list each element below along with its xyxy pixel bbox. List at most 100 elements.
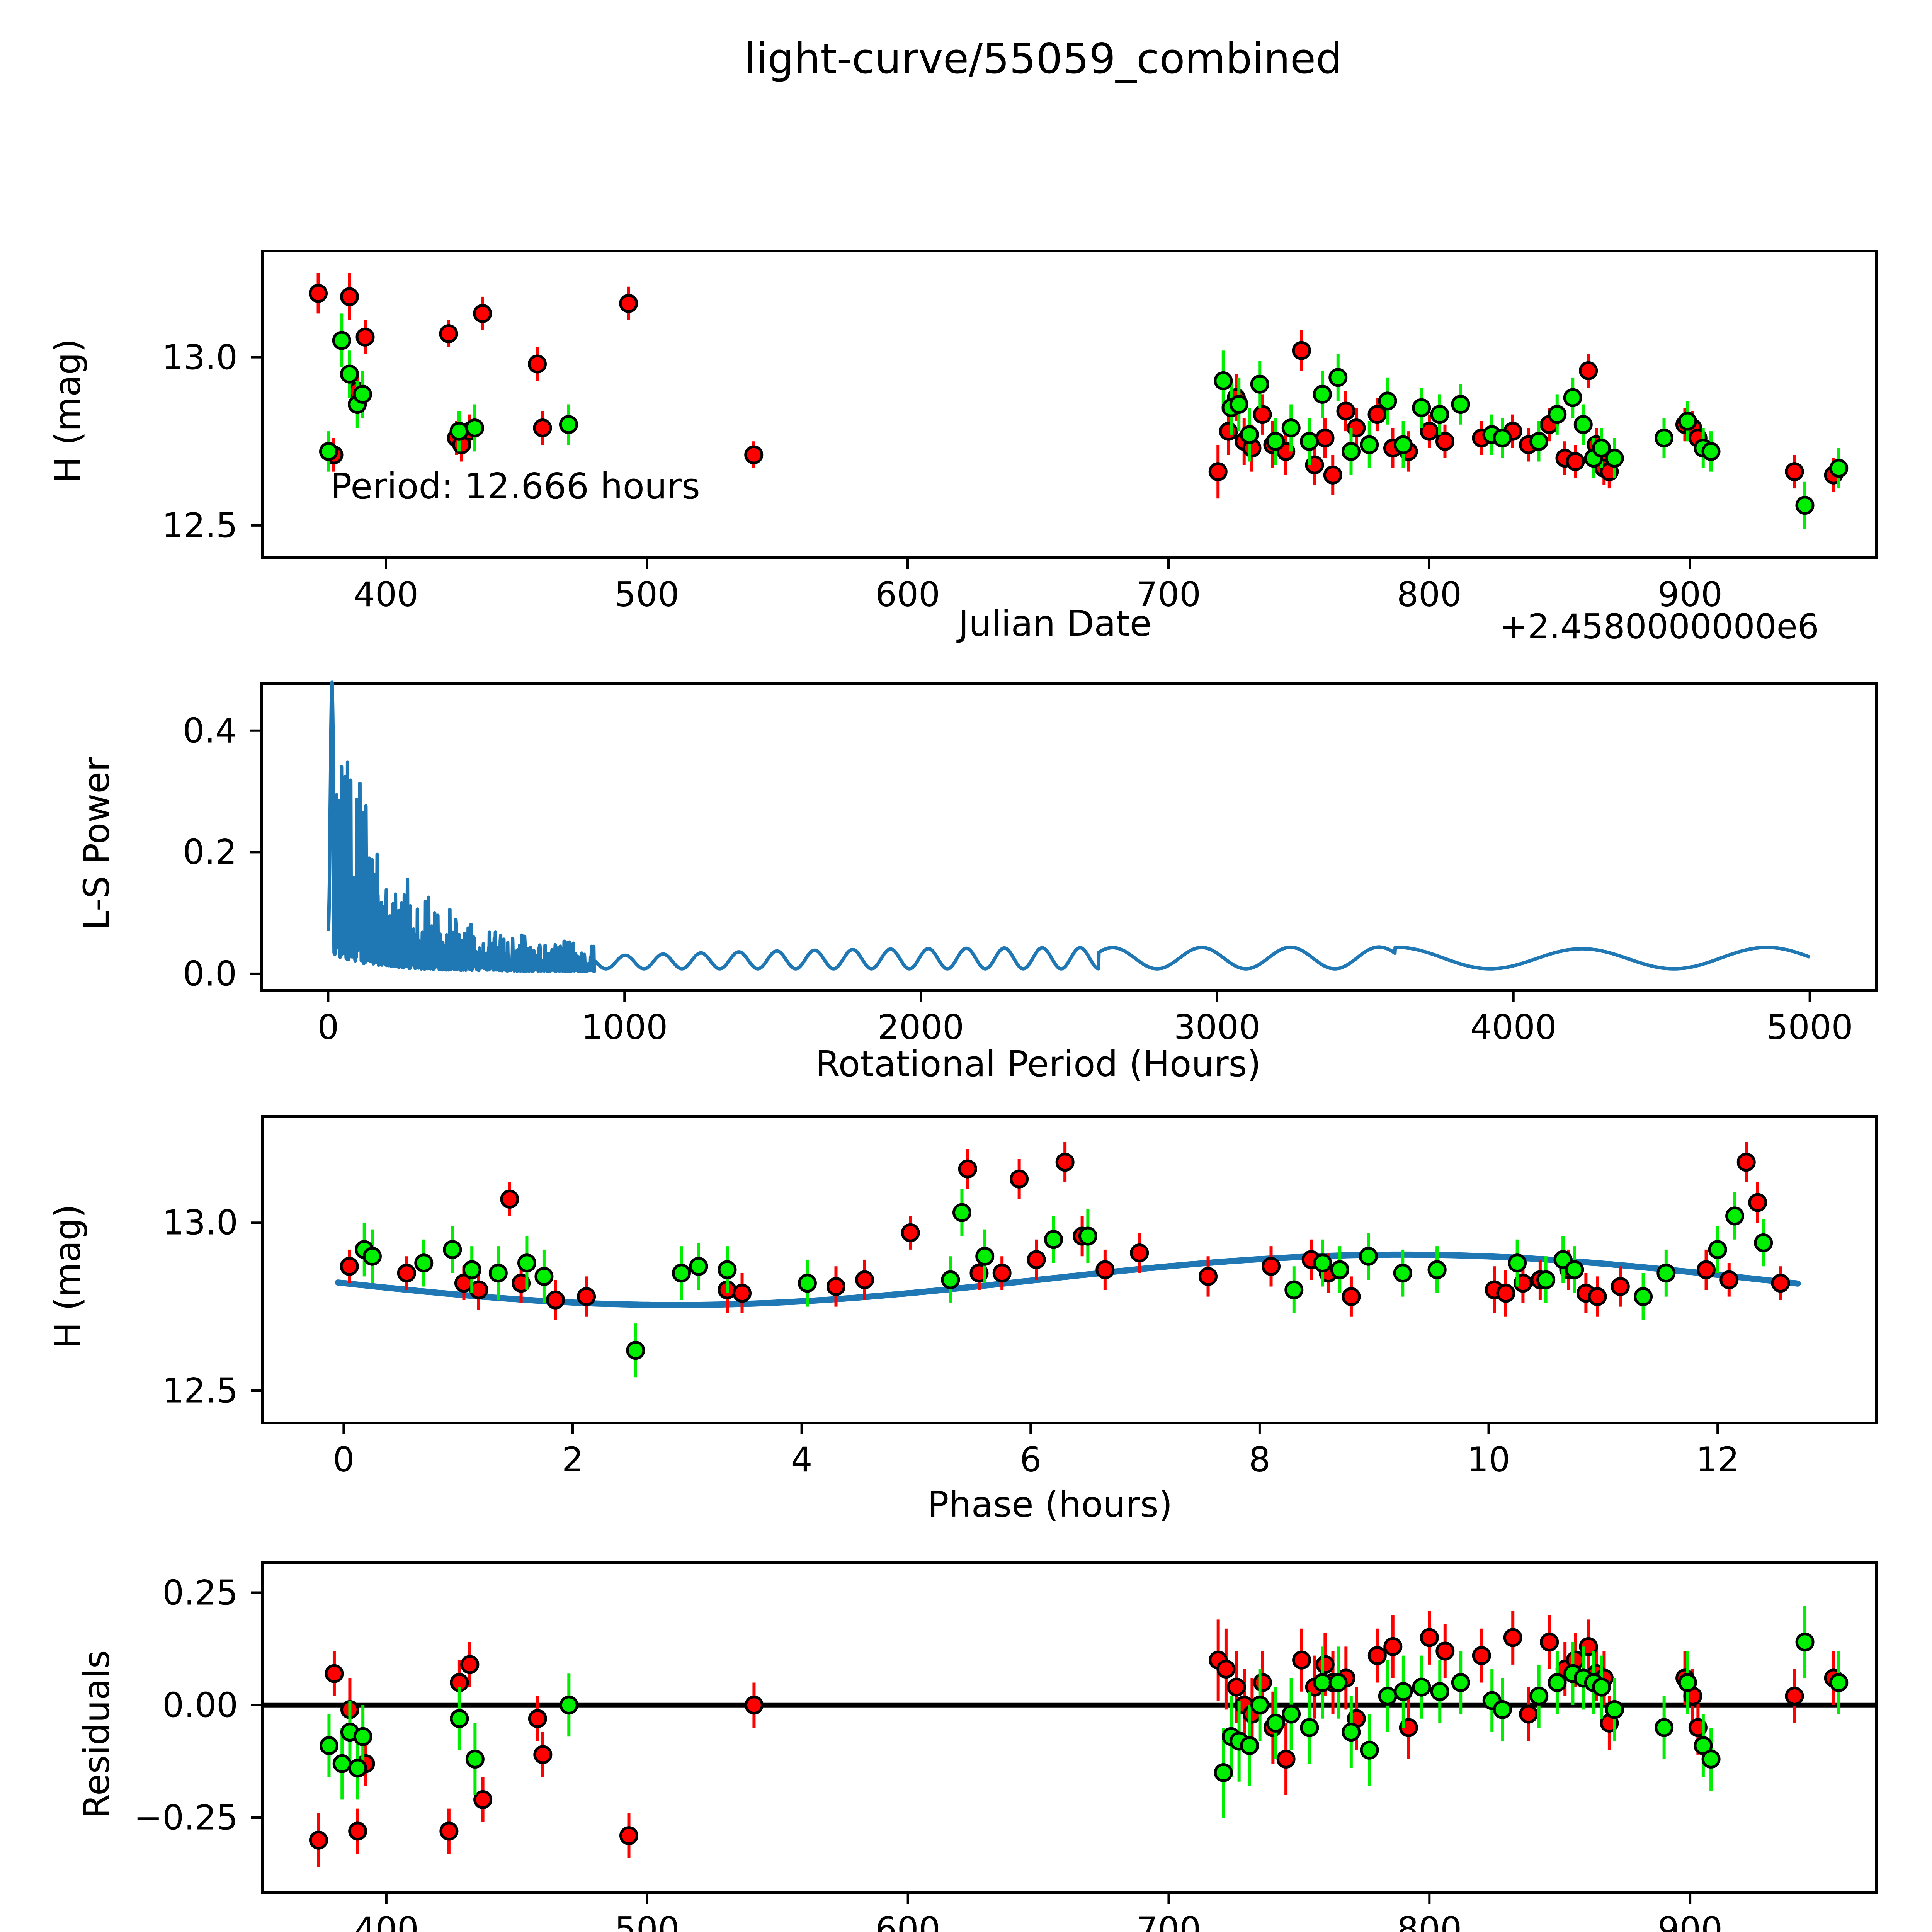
lightcurve-datapoint: [465, 418, 484, 437]
residuals-datapoint: [1785, 1686, 1804, 1706]
residuals-datapoint: [1315, 1655, 1335, 1674]
lightcurve-x-offset: +2.4580000000e6: [1499, 607, 1819, 646]
phased-datapoint: [546, 1290, 565, 1310]
phased-datapoint: [1634, 1287, 1653, 1306]
residuals-datapoint: [1253, 1673, 1272, 1692]
phased-datapoint: [512, 1274, 531, 1293]
phased-datapoint: [1078, 1226, 1097, 1246]
phased-xtick-label: 4: [791, 1440, 813, 1480]
lightcurve-datapoint: [439, 324, 458, 344]
phased-datapoint: [1588, 1287, 1607, 1306]
residuals-datapoint: [1420, 1628, 1439, 1647]
residuals-datapoint: [450, 1709, 469, 1728]
periodogram-xtick-label: 1000: [581, 1007, 668, 1047]
residuals-xtick-label: 900: [1658, 1910, 1723, 1932]
residuals-datapoint: [1383, 1637, 1403, 1656]
periodogram-line: [327, 680, 1811, 974]
residuals-xtick-label: 400: [354, 1910, 419, 1932]
residuals-datapoint: [332, 1754, 352, 1773]
residuals-datapoint: [1430, 1682, 1449, 1701]
residuals-datapoint: [1540, 1633, 1559, 1652]
phased-datapoint: [1754, 1233, 1773, 1252]
phased-datapoint: [1611, 1277, 1630, 1296]
residuals-datapoint: [473, 1790, 493, 1809]
residuals-datapoint: [1282, 1704, 1301, 1724]
phased-datapoint: [1330, 1260, 1349, 1279]
residuals-datapoint: [1795, 1633, 1815, 1652]
residuals-datapoint: [1214, 1763, 1233, 1782]
phased-datapoint: [534, 1267, 554, 1286]
periodogram-ytick-label: 0.2: [183, 832, 237, 872]
residuals-datapoint: [1694, 1736, 1713, 1755]
lightcurve-datapoint: [1605, 449, 1624, 468]
residuals-datapoint: [1216, 1660, 1236, 1679]
phased-series-green: [355, 1189, 1773, 1378]
residuals-ytick-label: 0.00: [162, 1685, 238, 1725]
residuals-series-green: [319, 1606, 1849, 1818]
phased-datapoint: [1044, 1230, 1063, 1249]
residuals-ylabel: Residuals: [76, 1650, 117, 1819]
lightcurve-xtick-label: 700: [1136, 575, 1201, 614]
residuals-datapoint: [1548, 1673, 1567, 1692]
phased-datapoint: [718, 1260, 737, 1279]
phased-datapoint: [1565, 1260, 1584, 1279]
lightcurve-datapoint: [1378, 391, 1397, 411]
lightcurve-datapoint: [1292, 341, 1311, 360]
residuals-datapoint: [1227, 1677, 1246, 1697]
phased-datapoint: [1553, 1250, 1573, 1269]
periodogram-xtick-label: 4000: [1470, 1007, 1557, 1047]
lightcurve-datapoint: [1529, 432, 1548, 451]
phased-xtick-label: 8: [1248, 1440, 1270, 1480]
phased-datapoint: [952, 1203, 971, 1222]
residuals-datapoint: [559, 1696, 578, 1715]
residuals-datapoint: [1451, 1673, 1470, 1692]
residuals-datapoint: [1701, 1750, 1721, 1769]
lightcurve-datapoint: [1435, 432, 1454, 451]
residuals-datapoint: [1829, 1673, 1849, 1692]
phased-xtick-label: 12: [1696, 1440, 1740, 1480]
phased-datapoint: [901, 1223, 920, 1242]
lightcurve-datapoint: [1701, 442, 1721, 461]
phased-datapoint: [941, 1270, 960, 1289]
lightcurve-datapoint: [1579, 361, 1598, 380]
residuals-ytick-label: −0.25: [134, 1798, 238, 1838]
residuals-datapoint: [1592, 1677, 1611, 1697]
lightcurve-datapoint: [340, 364, 359, 384]
lightcurve-datapoint: [1214, 371, 1233, 391]
residuals-datapoint: [1605, 1700, 1624, 1719]
phased-datapoint: [689, 1257, 708, 1276]
phased-datapoint: [992, 1264, 1012, 1283]
lightcurve-datapoint: [1829, 459, 1849, 478]
period-annotation: Period: 12.666 hours: [330, 466, 700, 507]
residuals-datapoint: [460, 1655, 480, 1674]
phased-datapoint: [1508, 1253, 1527, 1273]
lightcurve-datapoint: [1394, 435, 1413, 454]
lightcurve-xtick-label: 600: [875, 575, 940, 614]
lightcurve-datapoint: [1430, 405, 1449, 424]
residuals-datapoint: [744, 1696, 764, 1715]
residuals-datapoint: [319, 1736, 338, 1755]
residuals-datapoint: [325, 1664, 344, 1683]
lightcurve-datapoint: [1451, 395, 1470, 414]
phased-datapoint: [1199, 1267, 1218, 1286]
phased-datapoint: [1725, 1206, 1745, 1226]
residuals-ytick-label: 0.25: [162, 1573, 238, 1613]
lightcurve-datapoint: [1678, 412, 1697, 431]
lightcurve-datapoint: [319, 442, 338, 461]
lightcurve-datapoint: [1360, 435, 1379, 454]
lightcurve-datapoint: [1328, 368, 1348, 387]
residuals-datapoint: [1367, 1646, 1387, 1665]
lightcurve-series-green: [319, 313, 1849, 529]
phased-datapoint: [1771, 1274, 1790, 1293]
residuals-datapoint: [1435, 1641, 1455, 1661]
lightcurve-datapoint: [1493, 429, 1512, 448]
periodogram-xtick-label: 3000: [1173, 1007, 1260, 1047]
residuals-datapoint: [1313, 1673, 1332, 1692]
phased-datapoint: [1697, 1260, 1716, 1279]
phased-datapoint: [1656, 1264, 1676, 1283]
residuals-datapoint: [1378, 1686, 1397, 1706]
phased-ytick-label: 13.0: [162, 1202, 238, 1243]
lightcurve-datapoint: [1548, 405, 1567, 424]
residuals-datapoint: [1493, 1700, 1512, 1719]
